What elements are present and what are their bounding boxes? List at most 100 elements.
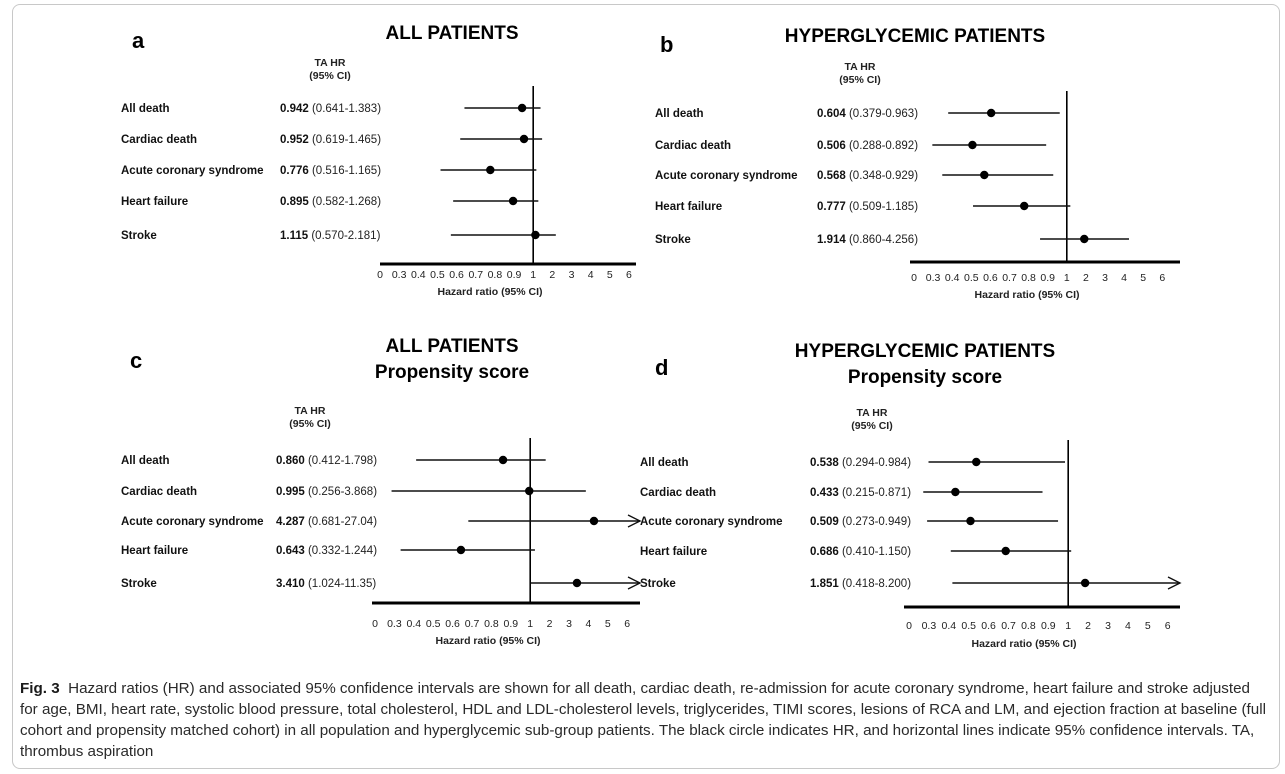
panel-letter: c xyxy=(130,348,142,373)
hazard-ratio-value: 0.643 xyxy=(276,545,305,557)
hazard-ratio-value: 0.604 xyxy=(817,108,846,120)
x-tick-label: 6 xyxy=(626,269,632,281)
caption-text: Hazard ratios (HR) and associated 95% co… xyxy=(20,680,1266,760)
x-tick-label: 6 xyxy=(1159,272,1165,284)
x-tick-label: 0.3 xyxy=(922,620,937,632)
row-label: Stroke xyxy=(121,578,157,590)
row-estimate: 0.860 (0.412-1.798) xyxy=(276,455,377,467)
hazard-ratio-value: 0.509 xyxy=(810,516,839,528)
x-tick-label: 2 xyxy=(1085,620,1091,632)
panel-title: ALL PATIENTS xyxy=(386,23,519,44)
x-tick-label: 4 xyxy=(585,618,591,630)
hazard-ratio-point xyxy=(968,140,977,150)
x-tick-label: 0 xyxy=(906,620,912,632)
hazard-ratio-value: 0.776 xyxy=(280,165,309,177)
row-estimate: 1.851 (0.418-8.200) xyxy=(810,578,911,590)
x-tick-label: 0.4 xyxy=(411,269,426,281)
x-tick-label: 0.4 xyxy=(945,272,960,284)
row-estimate: 0.776 (0.516-1.165) xyxy=(280,165,381,177)
row-label: All death xyxy=(121,103,170,115)
x-tick-label: 0 xyxy=(377,269,383,281)
hazard-ratio-point xyxy=(980,170,989,180)
column-header-line1: TA HR xyxy=(845,61,876,73)
x-tick-label: 4 xyxy=(1125,620,1131,632)
panel-letter: a xyxy=(132,28,145,53)
figure-caption: Fig. 3 Hazard ratios (HR) and associated… xyxy=(20,678,1270,762)
x-tick-label: 5 xyxy=(607,269,613,281)
x-tick-label: 0.6 xyxy=(449,269,464,281)
column-header-line1: TA HR xyxy=(857,407,888,419)
column-header-line2: (95% CI) xyxy=(851,420,892,432)
hazard-ratio-point xyxy=(517,103,527,113)
row-label: Cardiac death xyxy=(121,134,197,146)
x-tick-label: 0 xyxy=(372,618,378,630)
x-tick-label: 0.8 xyxy=(484,618,499,630)
x-tick-label: 3 xyxy=(1102,272,1108,284)
row-estimate: 0.506 (0.288-0.892) xyxy=(817,140,918,152)
confidence-interval-value: (0.379-0.963) xyxy=(846,108,918,120)
row-label: All death xyxy=(640,457,689,469)
confidence-interval-value: (0.332-1.244) xyxy=(305,545,377,557)
confidence-interval-value: (0.256-3.868) xyxy=(305,486,377,498)
hazard-ratio-value: 0.433 xyxy=(810,487,839,499)
hazard-ratio-point xyxy=(525,486,534,496)
row-estimate: 0.604 (0.379-0.963) xyxy=(817,108,918,120)
hazard-ratio-point xyxy=(986,108,996,118)
hazard-ratio-value: 0.942 xyxy=(280,103,309,115)
x-tick-label: 0 xyxy=(911,272,917,284)
confidence-interval-value: (1.024-11.35) xyxy=(305,578,377,590)
x-tick-label: 0.6 xyxy=(981,620,996,632)
ci-arrow-icon xyxy=(1167,576,1182,590)
row-estimate: 0.686 (0.410-1.150) xyxy=(810,546,911,558)
column-header-line1: TA HR xyxy=(295,405,326,417)
x-tick-label: 0.9 xyxy=(1040,272,1055,284)
column-header-line2: (95% CI) xyxy=(309,70,350,82)
row-label: Heart failure xyxy=(640,546,707,558)
confidence-interval-value: (0.412-1.798) xyxy=(305,455,377,467)
x-tick-label: 0.5 xyxy=(430,269,445,281)
column-header-line2: (95% CI) xyxy=(839,74,880,86)
figure-frame xyxy=(12,4,1280,769)
hazard-ratio-value: 3.410 xyxy=(276,578,305,590)
row-estimate: 4.287 (0.681-27.04) xyxy=(276,516,377,528)
confidence-interval-value: (0.273-0.949) xyxy=(839,516,911,528)
x-axis-label: Hazard ratio (95% CI) xyxy=(435,635,540,647)
row-label: Acute coronary syndrome xyxy=(121,516,264,528)
hazard-ratio-point xyxy=(1080,578,1090,588)
row-estimate: 0.995 (0.256-3.868) xyxy=(276,486,377,498)
x-tick-label: 0.9 xyxy=(507,269,522,281)
x-tick-label: 6 xyxy=(624,618,630,630)
column-header-line2: (95% CI) xyxy=(289,418,330,430)
x-tick-label: 4 xyxy=(1121,272,1127,284)
confidence-interval-value: (0.619-1.465) xyxy=(309,134,381,146)
x-tick-label: 1 xyxy=(1065,620,1071,632)
x-tick-label: 0.3 xyxy=(392,269,407,281)
x-tick-label: 6 xyxy=(1165,620,1171,632)
row-label: Cardiac death xyxy=(121,486,197,498)
x-tick-label: 0.6 xyxy=(983,272,998,284)
x-tick-label: 1 xyxy=(1064,272,1070,284)
hazard-ratio-value: 0.995 xyxy=(276,486,305,498)
confidence-interval-value: (0.294-0.984) xyxy=(839,457,911,469)
x-tick-label: 2 xyxy=(547,618,553,630)
panel-title: HYPERGLYCEMIC PATIENTS xyxy=(785,26,1045,47)
row-label: Cardiac death xyxy=(640,487,716,499)
hazard-ratio-point xyxy=(1001,546,1010,556)
x-tick-label: 5 xyxy=(605,618,611,630)
x-tick-label: 0.9 xyxy=(1041,620,1056,632)
panel-subtitle: Propensity score xyxy=(848,367,1002,388)
row-label: Acute coronary syndrome xyxy=(655,170,798,182)
x-tick-label: 0.4 xyxy=(406,618,421,630)
confidence-interval-value: (0.288-0.892) xyxy=(846,140,918,152)
hazard-ratio-value: 0.568 xyxy=(817,170,846,182)
hazard-ratio-value: 0.506 xyxy=(817,140,846,152)
hazard-ratio-value: 1.914 xyxy=(817,234,846,246)
x-tick-label: 0.5 xyxy=(426,618,441,630)
confidence-interval-value: (0.582-1.268) xyxy=(309,196,381,208)
row-estimate: 1.115 (0.570-2.181) xyxy=(280,230,381,242)
x-tick-label: 0.7 xyxy=(465,618,480,630)
hazard-ratio-value: 0.895 xyxy=(280,196,309,208)
x-tick-label: 0.3 xyxy=(926,272,941,284)
x-tick-label: 0.8 xyxy=(488,269,503,281)
